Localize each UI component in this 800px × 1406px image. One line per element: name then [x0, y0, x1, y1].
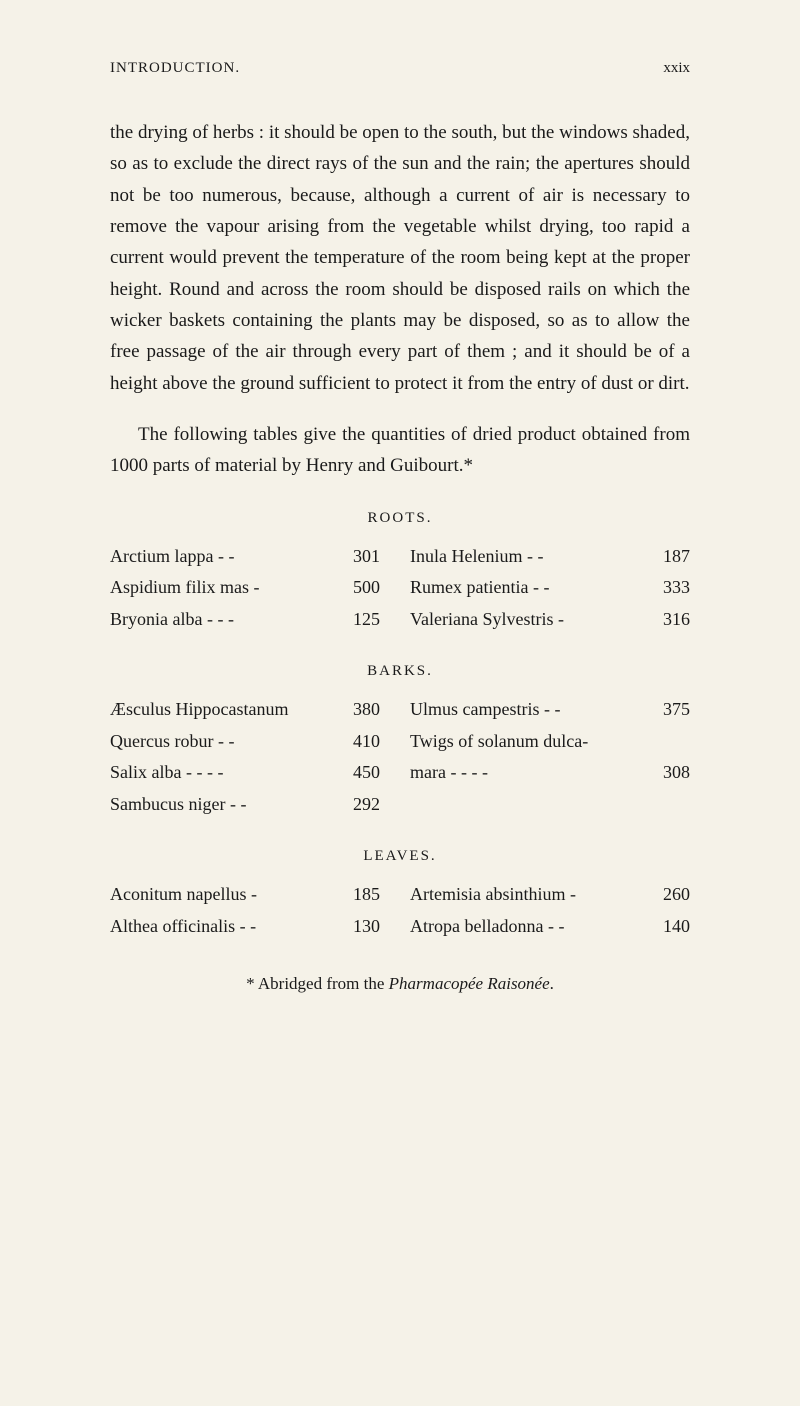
table-row: Arctium lappa - - 301 Inula Helenium - -…: [110, 541, 690, 573]
table-row: Bryonia alba - - - 125 Valeriana Sylvest…: [110, 604, 690, 636]
table-row: Salix alba - - - - 450 mara - - - - 308: [110, 757, 690, 789]
section-title-leaves: LEAVES.: [110, 848, 690, 865]
section-title-roots: ROOTS.: [110, 510, 690, 527]
table-row: Althea officinalis - - 130 Atropa bellad…: [110, 911, 690, 943]
table-row: Aconitum napellus - 185 Artemisia absint…: [110, 879, 690, 911]
paragraph-1: the drying of herbs : it should be open …: [110, 117, 690, 399]
page-header: INTRODUCTION. xxix: [110, 60, 690, 77]
table-row: Sambucus niger - - 292: [110, 789, 690, 821]
page-number: xxix: [663, 60, 690, 77]
paragraph-2: The following tables give the quantities…: [110, 419, 690, 482]
section-title-barks: BARKS.: [110, 663, 690, 680]
header-title: INTRODUCTION.: [110, 60, 240, 77]
table-row: Æsculus Hippocastanum 380 Ulmus campestr…: [110, 694, 690, 726]
roots-table: Arctium lappa - - 301 Inula Helenium - -…: [110, 541, 690, 636]
barks-table: Æsculus Hippocastanum 380 Ulmus campestr…: [110, 694, 690, 820]
table-row: Aspidium filix mas - 500 Rumex patientia…: [110, 572, 690, 604]
footnote: * Abridged from the Pharmacopée Raisonée…: [110, 974, 690, 994]
leaves-table: Aconitum napellus - 185 Artemisia absint…: [110, 879, 690, 942]
table-row: Quercus robur - - 410 Twigs of solanum d…: [110, 726, 690, 758]
